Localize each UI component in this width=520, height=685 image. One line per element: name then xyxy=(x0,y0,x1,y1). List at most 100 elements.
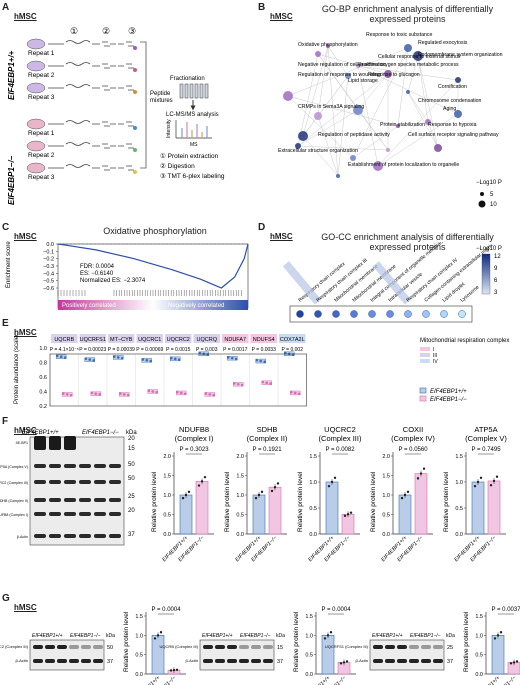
bar-ylabel: Relative protein level xyxy=(443,471,450,532)
blot-band xyxy=(109,480,121,484)
bar-point xyxy=(181,496,185,500)
gene-name: NDUFS4 xyxy=(253,337,275,343)
abundance-point xyxy=(120,356,124,360)
g-blot-band xyxy=(215,659,225,663)
g-blot-header: EIF4EBP1+/+ xyxy=(32,633,63,639)
g-blot-band xyxy=(33,645,43,649)
abundance-point xyxy=(90,391,94,395)
bar xyxy=(414,473,428,535)
step-3: ③ xyxy=(128,26,136,36)
go-bp-term: Aging xyxy=(443,106,456,112)
repeat-label: Repeat 1 xyxy=(28,130,55,137)
g-blot-header: EIF4EBP1−/− xyxy=(240,633,271,639)
panel-g-label: G xyxy=(2,593,10,604)
bar-point xyxy=(169,669,173,672)
blot-band xyxy=(64,512,76,516)
blot-header: EIF4EBP1−/− xyxy=(82,430,119,436)
bar-subtitle: (Complex I) xyxy=(175,434,214,443)
e-ytick: 0.2 xyxy=(39,404,47,410)
blot-band xyxy=(79,464,91,468)
bar-ytick: 2.0 xyxy=(382,454,390,460)
pos-corr: Positively correlated xyxy=(62,303,116,309)
network-node xyxy=(356,64,360,68)
go-bp-term: Regulation of peptidase activity xyxy=(318,132,390,138)
gene-name: UQCRC1 xyxy=(138,337,161,343)
bar-subtitle: (Complex IV) xyxy=(391,434,435,443)
gene-name: UQCRB xyxy=(54,337,74,343)
bar-subtitle: (Complex II) xyxy=(247,434,288,443)
bar-point xyxy=(342,661,346,664)
abundance-point xyxy=(212,393,216,397)
bar-point xyxy=(260,490,264,494)
bar-point xyxy=(329,631,333,634)
bar-ytick: 1.5 xyxy=(455,454,463,460)
g-blot-band xyxy=(215,645,225,649)
bar-point xyxy=(153,637,157,640)
repeat-label: Repeat 2 xyxy=(28,152,55,159)
panel-c-label: C xyxy=(2,222,10,233)
kda-label: 15 xyxy=(128,446,135,452)
e-series-label: EIF4EBP1−/− xyxy=(430,397,467,403)
g-blot-row: UQCRC2 (Complex III) xyxy=(0,644,29,649)
abundance-point xyxy=(232,382,236,385)
g-blot-row: UQCRB (Complex III) xyxy=(160,644,199,649)
panel-c-title: Oxidative phosphorylation xyxy=(103,226,207,236)
bar-ytick: 1.0 xyxy=(309,480,317,486)
network-node xyxy=(454,110,462,118)
kda-label: 50 xyxy=(128,462,135,468)
bar-title: SDHB xyxy=(257,425,278,434)
bar-point xyxy=(499,631,503,634)
bar xyxy=(325,481,339,535)
bar-ytick: 0.5 xyxy=(455,506,463,512)
bar-ytick: 1.0 xyxy=(475,633,483,639)
abundance-point xyxy=(226,356,230,359)
network-node xyxy=(434,144,442,152)
e-ytick: 0.4 xyxy=(39,390,47,396)
blot-band xyxy=(34,480,46,484)
go-cc-dot xyxy=(332,310,340,318)
bar-point xyxy=(159,631,163,634)
gene-name: COX7A2L xyxy=(280,337,305,343)
network-node xyxy=(298,131,308,141)
blot-band xyxy=(94,512,106,516)
bar-ylabel: Relative protein level xyxy=(370,471,377,532)
abundance-point xyxy=(291,353,295,356)
bar-ytick: 0.5 xyxy=(475,653,483,659)
abundance-point xyxy=(240,383,244,387)
c-ytick: −0.3 xyxy=(43,264,54,270)
blot-band xyxy=(49,534,61,538)
legend-2: ② Digestion xyxy=(160,162,195,170)
blot-band xyxy=(49,512,61,516)
abundance-point xyxy=(55,354,59,358)
g-blot-band xyxy=(69,659,79,663)
e-ytick: 0.6 xyxy=(39,375,47,381)
abundance-point xyxy=(145,359,149,362)
g-blot-band xyxy=(421,659,431,663)
panel-f-tag: hMSC xyxy=(14,426,37,435)
panel-c-tag: hMSC xyxy=(14,232,37,241)
kda-label: 20 xyxy=(128,436,135,442)
c-ytick: −0.1 xyxy=(43,249,54,255)
bar-point xyxy=(515,660,519,663)
abundance-point xyxy=(204,392,208,395)
g-blot-band xyxy=(239,659,249,663)
p-value: P = 0.0017 xyxy=(223,347,247,353)
abundance-point xyxy=(198,351,202,355)
bar-ytick: 1.5 xyxy=(163,474,171,480)
g-blot-band xyxy=(397,645,407,649)
blot-band xyxy=(49,464,61,468)
go-bp-term: Regulation of response to wounding xyxy=(298,72,381,78)
blot-row-label: 4E-BP1 xyxy=(16,441,28,445)
bar-point xyxy=(489,484,493,487)
p-value: P = 0.00023 xyxy=(79,347,106,353)
panel-g-tag: hMSC xyxy=(14,603,37,612)
legend-val: 5 xyxy=(490,192,494,198)
group1-label: EIF4EBP1+/+ xyxy=(7,50,16,100)
abundance-point xyxy=(122,393,126,396)
go-bp-term: Cornification xyxy=(438,84,467,90)
step-1: ① xyxy=(70,26,78,36)
bar-ytick: 1.5 xyxy=(475,614,483,620)
bar-ytick: 0.0 xyxy=(382,532,390,538)
bar-point xyxy=(495,475,499,478)
